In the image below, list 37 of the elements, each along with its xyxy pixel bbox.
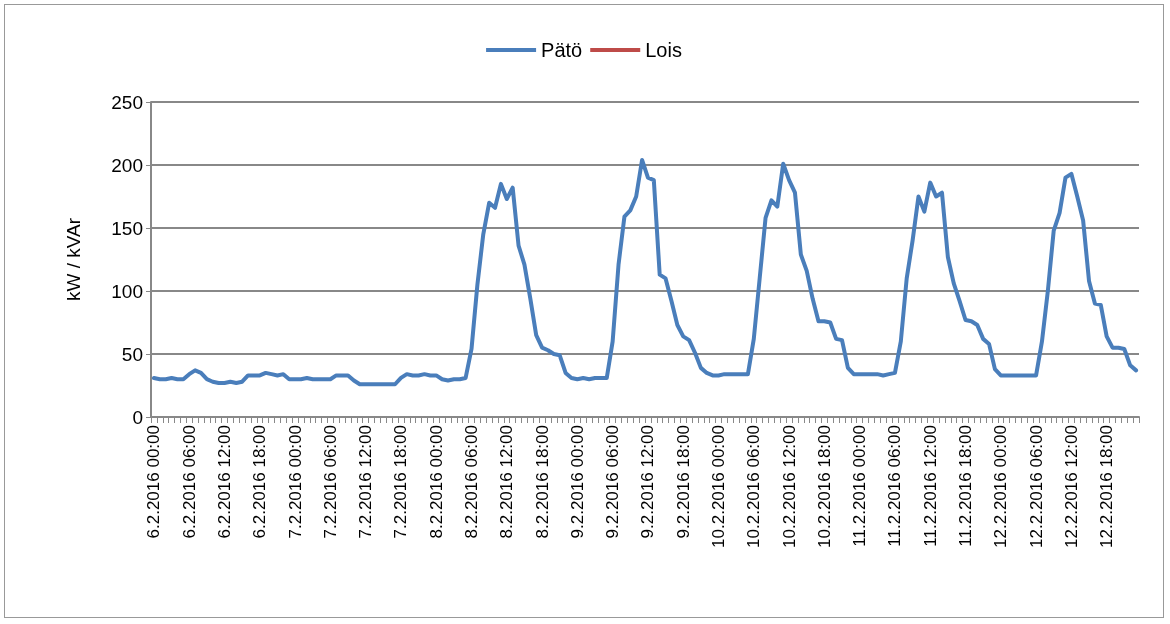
x-tick-label: 10.2.2016 00:00 [709,425,729,548]
y-tick-label: 0 [132,406,143,428]
x-tick-label: 8.2.2016 06:00 [462,425,482,539]
y-axis-title: kW / kVAr [63,217,84,302]
x-tick-label: 8.2.2016 18:00 [532,425,552,539]
x-tick-label: 7.2.2016 06:00 [320,425,340,539]
x-tick-label: 10.2.2016 12:00 [779,425,799,548]
x-tick-label: 12.2.2016 12:00 [1061,425,1081,548]
x-tick-label: 12.2.2016 18:00 [1097,425,1117,548]
x-tick-label: 11.2.2016 12:00 [920,425,940,547]
legend-label: Lois [645,39,682,61]
x-tick-label: 6.2.2016 18:00 [250,425,270,539]
x-tick-label: 12.2.2016 06:00 [1026,425,1046,548]
x-tick-label: 11.2.2016 06:00 [885,425,905,547]
x-tick-label: 6.2.2016 06:00 [179,425,199,539]
y-tick-label: 50 [121,343,143,365]
x-tick-label: 10.2.2016 06:00 [744,425,764,548]
legend-label: Pätö [541,39,583,61]
x-tick-label: 9.2.2016 18:00 [673,425,693,539]
x-tick-label: 9.2.2016 12:00 [638,425,658,539]
x-tick-label: 7.2.2016 00:00 [285,425,305,539]
x-tick-label: 9.2.2016 00:00 [567,425,587,539]
y-tick-label: 150 [111,217,143,239]
y-tick-label: 200 [111,154,143,176]
x-tick-label: 8.2.2016 12:00 [497,425,517,539]
y-tick-label: 250 [111,91,143,113]
x-tick-label: 6.2.2016 00:00 [144,425,164,539]
x-tick-label: 12.2.2016 00:00 [991,425,1011,548]
y-tick-label: 100 [111,280,143,302]
x-tick-label: 7.2.2016 12:00 [356,425,376,539]
x-tick-label: 6.2.2016 12:00 [215,425,235,539]
x-tick-label: 7.2.2016 18:00 [391,425,411,539]
x-tick-label: 8.2.2016 00:00 [426,425,446,539]
x-tick-label: 9.2.2016 06:00 [603,425,623,539]
x-tick-label: 11.2.2016 18:00 [956,425,976,547]
x-tick-label: 10.2.2016 18:00 [814,425,834,548]
x-tick-label: 11.2.2016 00:00 [850,425,870,547]
